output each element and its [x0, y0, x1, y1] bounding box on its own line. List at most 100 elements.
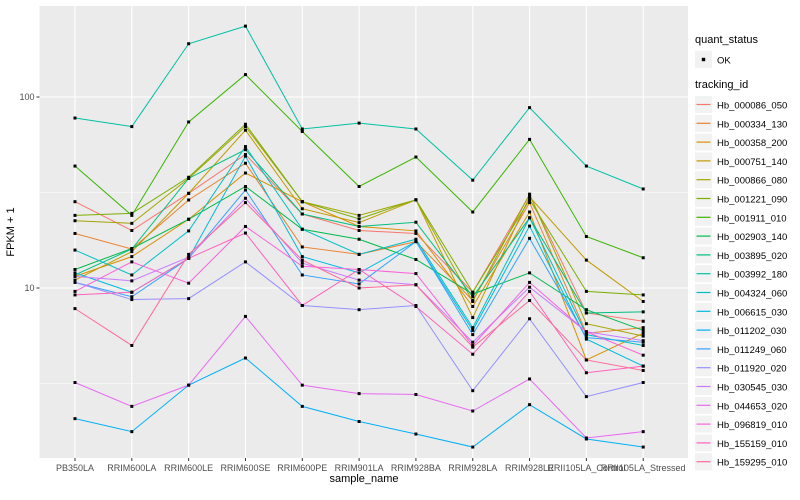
data-point	[414, 198, 418, 202]
legend-item-label: Hb_155159_010	[717, 439, 787, 450]
data-point	[130, 430, 134, 434]
legend-item-label: Hb_002903_140	[717, 232, 787, 243]
data-point	[584, 337, 588, 341]
legend-item-Hb_000358_200: Hb_000358_200	[695, 133, 787, 151]
data-point	[130, 247, 134, 251]
data-point	[584, 333, 588, 337]
data-point	[471, 178, 475, 182]
data-point	[357, 184, 361, 188]
legend-quant-status-title: quant_status	[695, 34, 758, 46]
data-point	[471, 292, 475, 296]
data-point	[243, 184, 247, 188]
data-point	[641, 430, 645, 434]
legend-item-Hb_001221_090: Hb_001221_090	[695, 190, 787, 207]
data-point	[187, 198, 191, 202]
legend-item-Hb_000334_130: Hb_000334_130	[695, 114, 787, 132]
data-point	[73, 116, 77, 120]
data-point	[357, 282, 361, 286]
data-point	[73, 289, 77, 293]
legend-item-label: Hb_000086_050	[717, 101, 787, 112]
data-point	[584, 235, 588, 239]
legend-item-Hb_003895_020: Hb_003895_020	[695, 246, 787, 264]
data-point	[641, 343, 645, 347]
data-point	[300, 273, 304, 277]
data-point	[528, 280, 532, 284]
legend-item-Hb_006615_030: Hb_006615_030	[695, 302, 787, 320]
data-point	[243, 125, 247, 129]
data-point	[243, 196, 247, 200]
x-tick-label: RRIM600LA	[107, 463, 156, 473]
data-point	[414, 237, 418, 241]
legend-item-Hb_155159_010: Hb_155159_010	[695, 434, 787, 452]
data-point	[130, 404, 134, 408]
data-point	[187, 191, 191, 195]
data-point	[73, 164, 77, 168]
data-point	[641, 381, 645, 385]
data-point	[414, 305, 418, 309]
legend-item-Hb_159295_010: Hb_159295_010	[695, 453, 787, 471]
data-point	[357, 217, 361, 221]
data-point	[130, 295, 134, 299]
data-point	[528, 317, 532, 321]
legend-item-label: Hb_159295_010	[717, 458, 787, 469]
data-point	[357, 252, 361, 256]
legend-item-label: Hb_001221_090	[717, 195, 787, 206]
data-point	[187, 252, 191, 256]
data-point	[357, 224, 361, 228]
data-point	[187, 176, 191, 180]
data-point	[73, 307, 77, 311]
data-point	[584, 358, 588, 362]
data-point	[300, 255, 304, 259]
legend-item-Hb_030545_030: Hb_030545_030	[695, 378, 787, 395]
data-point	[243, 154, 247, 158]
data-point	[243, 224, 247, 228]
data-point	[528, 271, 532, 275]
data-point	[471, 295, 475, 299]
data-point	[641, 331, 645, 335]
data-point	[414, 432, 418, 436]
data-point	[73, 231, 77, 235]
data-point	[641, 328, 645, 332]
data-point	[300, 383, 304, 387]
data-point	[357, 420, 361, 424]
data-point	[584, 330, 588, 334]
data-point	[243, 148, 247, 152]
data-point	[187, 229, 191, 233]
data-point	[641, 256, 645, 260]
data-point	[528, 195, 532, 199]
legend-item-label: Hb_006615_030	[717, 307, 787, 318]
legend-item-label: OK	[717, 56, 731, 67]
data-point	[357, 237, 361, 241]
legend-item-label: Hb_011249_060	[717, 345, 787, 356]
data-point	[300, 207, 304, 211]
data-point	[584, 308, 588, 312]
data-point	[357, 392, 361, 396]
data-point	[584, 336, 588, 340]
legend-item-label: Hb_003895_020	[717, 251, 787, 262]
data-point	[528, 106, 532, 110]
data-point	[357, 267, 361, 271]
data-point	[584, 322, 588, 326]
plot-panel	[39, 6, 688, 458]
data-point	[528, 403, 532, 407]
data-point	[584, 371, 588, 375]
data-point	[641, 445, 645, 449]
data-point	[130, 125, 134, 129]
data-point	[471, 305, 475, 309]
data-point	[414, 283, 418, 287]
ok-point-icon	[701, 57, 706, 62]
x-tick-label: RRIM901LA	[335, 463, 384, 473]
legend-item-label: Hb_001911_010	[717, 213, 787, 224]
x-tick-label: RRII105LA_Stressed	[601, 463, 686, 473]
data-point	[471, 333, 475, 337]
legend-item-Hb_011920_020: Hb_011920_020	[695, 359, 787, 377]
legend-item-quant-OK: OK	[695, 51, 731, 68]
legend-item-Hb_044653_020: Hb_044653_020	[695, 396, 787, 414]
data-point	[73, 213, 77, 217]
data-point	[641, 326, 645, 330]
data-point	[300, 127, 304, 131]
data-point	[471, 210, 475, 214]
data-point	[73, 274, 77, 278]
data-point	[300, 200, 304, 204]
